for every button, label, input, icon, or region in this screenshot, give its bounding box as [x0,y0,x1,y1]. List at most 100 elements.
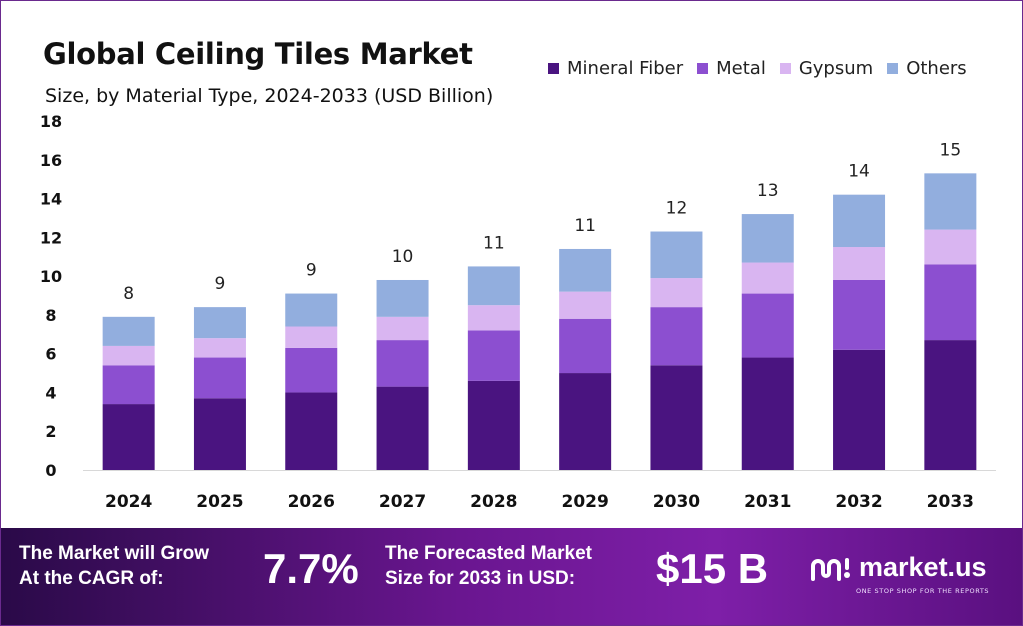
bar-total-label: 11 [483,233,505,253]
y-tick-label: 14 [40,190,62,209]
x-tick-label: 2030 [653,492,700,512]
cagr-label-line1: The Market will Grow [19,543,210,564]
legend-swatch [887,63,899,74]
bar-segment-gypsum [102,345,155,366]
bar-segment-mineral-fiber [924,340,977,470]
legend-swatch [697,63,709,74]
bar-segment-metal [467,330,520,381]
bar-segment-mineral-fiber [650,365,703,470]
bar-segment-gypsum [467,305,520,331]
bar-segment-others [376,279,429,317]
bar-segment-gypsum [650,278,703,308]
bar-total-label: 14 [848,162,870,182]
legend-label: Gypsum [798,58,874,79]
cagr-label: The Market will Grow At the CAGR of: [19,541,209,591]
bar-total-label: 10 [392,247,414,267]
bar-segment-gypsum [559,291,612,319]
bar-segment-gypsum [376,316,429,341]
forecast-value: $15 B [656,545,769,592]
bar-segment-metal [376,340,429,387]
chart-title: Global Ceiling Tiles Market [43,37,473,71]
bar-segment-mineral-fiber [741,357,794,470]
forecast-label-line2: Size for 2033 in USD: [385,568,576,589]
y-tick-label: 18 [40,112,62,131]
bar-segment-metal [833,279,886,350]
bar-segment-others [924,173,977,230]
bar-segment-others [467,266,520,306]
x-tick-label: 2033 [927,492,974,512]
legend-label: Metal [716,58,766,79]
bar-total-label: 15 [940,140,962,160]
x-tick-label: 2024 [105,492,152,512]
legend-item-others: Others [887,58,967,79]
summary-banner: The Market will Grow At the CAGR of: 7.7… [1,528,1022,625]
chart-legend: Mineral Fiber Metal Gypsum Others [548,58,967,79]
legend-item-metal: Metal [697,58,766,79]
x-tick-label: 2032 [835,492,882,512]
bar-segment-others [285,293,338,327]
x-tick-label: 2028 [470,492,517,512]
bar-total-label: 11 [574,216,596,236]
bar-segment-metal [924,264,977,341]
bar-segment-others [559,248,612,292]
bar-total-label: 8 [123,284,134,304]
bar-segment-metal [559,318,612,374]
bar-segment-mineral-fiber [833,349,886,470]
legend-swatch [779,63,791,74]
bar-segment-mineral-fiber [193,398,246,470]
legend-swatch [548,63,559,74]
bar-segment-mineral-fiber [467,380,520,470]
bar-segment-others [741,214,794,263]
bar-segment-metal [285,347,338,393]
legend-item-gypsum: Gypsum [779,58,874,79]
stacked-bar-chart: 0 2 4 6 8 10 12 14 16 18 8 2024 9 2025 9 2026 10 2027 11 20… [40,112,996,512]
bar-total-label: 13 [757,181,779,201]
bar-total-label: 12 [666,199,688,219]
brand: market.us [809,552,987,583]
bar-segment-gypsum [833,247,886,280]
bar-segment-mineral-fiber [376,386,429,470]
bar-segment-metal [193,357,246,399]
bar-segment-mineral-fiber [102,404,155,470]
forecast-label: The Forecasted Market Size for 2033 in U… [385,541,592,591]
bar-segment-others [193,307,246,339]
bar-segment-gypsum [285,326,338,348]
y-tick-label: 12 [40,228,62,247]
y-tick-label: 0 [45,461,56,480]
bar-segment-mineral-fiber [559,373,612,470]
cagr-value: 7.7% [263,545,359,592]
y-tick-label: 10 [40,267,62,286]
brand-tagline: ONE STOP SHOP FOR THE REPORTS [856,587,990,595]
x-tick-label: 2026 [288,492,335,512]
bar-segment-mineral-fiber [285,392,338,470]
bar-total-label: 9 [215,274,226,294]
brand-name: market.us [859,552,987,582]
x-tick-label: 2025 [196,492,243,512]
market-us-logo-icon [811,557,850,581]
x-tick-label: 2029 [561,492,608,512]
y-tick-label: 4 [45,383,56,402]
y-tick-label: 16 [40,151,62,170]
y-tick-label: 8 [45,306,56,325]
x-tick-label: 2031 [744,492,791,512]
bar-segment-gypsum [741,262,794,294]
legend-label: Mineral Fiber [567,58,684,79]
forecast-label-line1: The Forecasted Market [385,543,592,564]
bar-segment-others [833,194,886,248]
bar-segment-gypsum [924,229,977,265]
legend-item-mineral-fiber: Mineral Fiber [548,58,683,79]
y-tick-label: 6 [45,345,56,364]
bar-total-label: 9 [306,261,317,281]
chart-subtitle: Size, by Material Type, 2024-2033 (USD B… [45,85,494,107]
x-tick-label: 2027 [379,492,426,512]
bar-segment-gypsum [193,338,246,358]
y-tick-label: 2 [45,422,56,441]
bar-segment-metal [650,307,703,366]
bar-segment-metal [102,365,155,405]
cagr-label-line2: At the CAGR of: [19,568,164,589]
bar-segment-others [102,316,155,346]
bar-segment-others [650,231,703,279]
legend-label: Others [906,58,967,79]
bar-segment-metal [741,293,794,358]
